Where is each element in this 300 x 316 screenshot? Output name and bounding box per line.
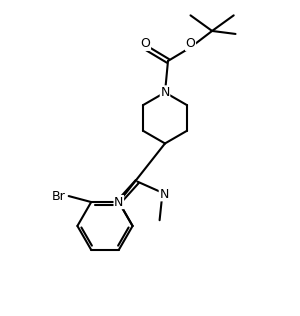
Text: N: N bbox=[160, 86, 170, 99]
Text: O: O bbox=[186, 37, 195, 50]
Text: N: N bbox=[159, 188, 169, 201]
Text: Br: Br bbox=[51, 190, 65, 203]
Text: N: N bbox=[114, 196, 124, 209]
Text: O: O bbox=[141, 37, 150, 50]
